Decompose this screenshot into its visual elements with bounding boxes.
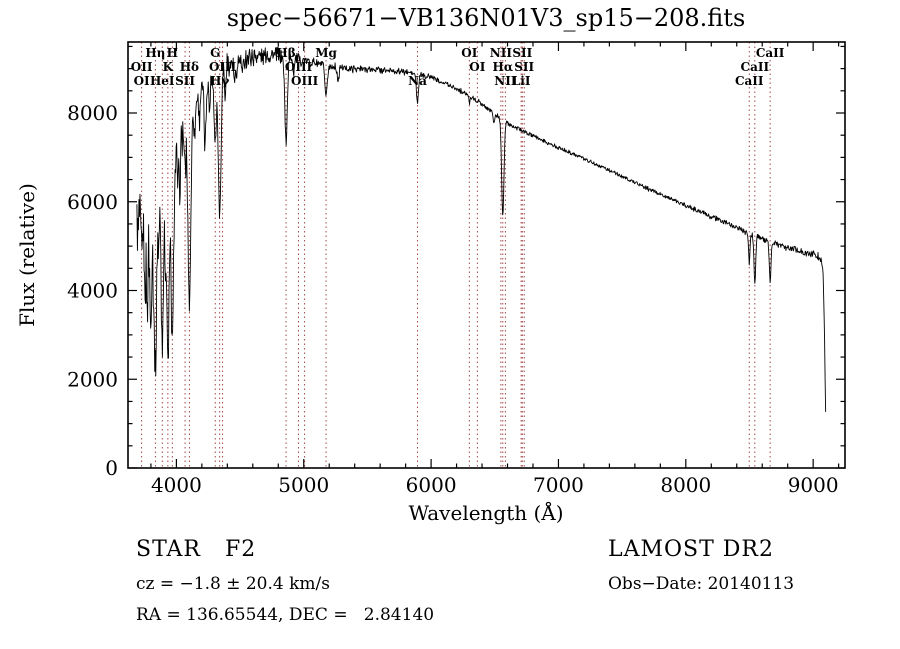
spectral-line-label: SII (514, 60, 534, 74)
spectral-line-label: CaII (741, 60, 770, 74)
spectral-line-label: OII (131, 60, 153, 74)
spectral-line-label: OIII (285, 60, 313, 74)
y-tick-label: 4000 (67, 279, 118, 303)
x-tick-label: 4000 (151, 473, 202, 497)
x-tick-label: 5000 (278, 473, 329, 497)
spectral-line-label: K (163, 60, 174, 74)
spectral-line-label: Hα (493, 60, 514, 74)
x-tick-label: 7000 (533, 473, 584, 497)
spectral-line-label: Hβ (276, 46, 295, 60)
spectral-line-label: H (167, 46, 178, 60)
spectral-line-label: SII (175, 74, 195, 88)
spectral-line-label: OIII (209, 60, 237, 74)
cz-value: cz = −1.8 ± 20.4 km/s (136, 574, 330, 594)
spectral-line-label: Hγ (210, 74, 229, 88)
x-axis-label: Wavelength (Å) (408, 500, 563, 525)
spectral-line-label: OI (469, 60, 485, 74)
spectrum-path (136, 46, 827, 412)
spectral-line-label: OI (461, 46, 477, 60)
spectral-line-label: LiI (512, 74, 531, 88)
ra-dec-value: RA = 136.65544, DEC = 2.84140 (136, 605, 434, 625)
x-tick-label: 6000 (406, 473, 457, 497)
plot-generated-layer: 4000 5000 6000 7000 8000 9000 0 2000 4000 6000 800… (67, 42, 845, 497)
spectral-line-label: Mg (315, 46, 337, 60)
classification-label: STAR F2 (136, 537, 256, 562)
x-tick-label: 8000 (660, 473, 711, 497)
obs-date: Obs−Date: 20140113 (608, 574, 794, 594)
spectral-line-label: OI (134, 74, 150, 88)
survey-label: LAMOST DR2 (608, 537, 774, 562)
spectral-line-label: Na (408, 74, 427, 88)
spectral-line-label: SII (512, 46, 532, 60)
x-tick-label: 9000 (788, 473, 839, 497)
spectral-line-label: NII (490, 46, 513, 60)
plot-frame (127, 41, 846, 469)
y-tick-label: 8000 (67, 101, 118, 125)
y-axis-label: Flux (relative) (15, 183, 39, 327)
y-tick-label: 0 (105, 456, 118, 480)
spectral-line-label: HeI (150, 74, 175, 88)
y-tick-label: 6000 (67, 190, 118, 214)
spectral-line-label: Hδ (180, 60, 199, 74)
spectral-line-label: OIII (291, 74, 319, 88)
plot-title: spec−56671−VB136N01V3_sp15−208.fits (227, 4, 746, 32)
spectral-line-label: CaII (756, 46, 785, 60)
spectral-line-label: Hη (145, 46, 165, 60)
spectral-line-label: G (210, 46, 220, 60)
spectral-line-label: CaII (735, 74, 764, 88)
y-tick-label: 2000 (67, 367, 118, 391)
spectral-line-label: NII (494, 74, 517, 88)
